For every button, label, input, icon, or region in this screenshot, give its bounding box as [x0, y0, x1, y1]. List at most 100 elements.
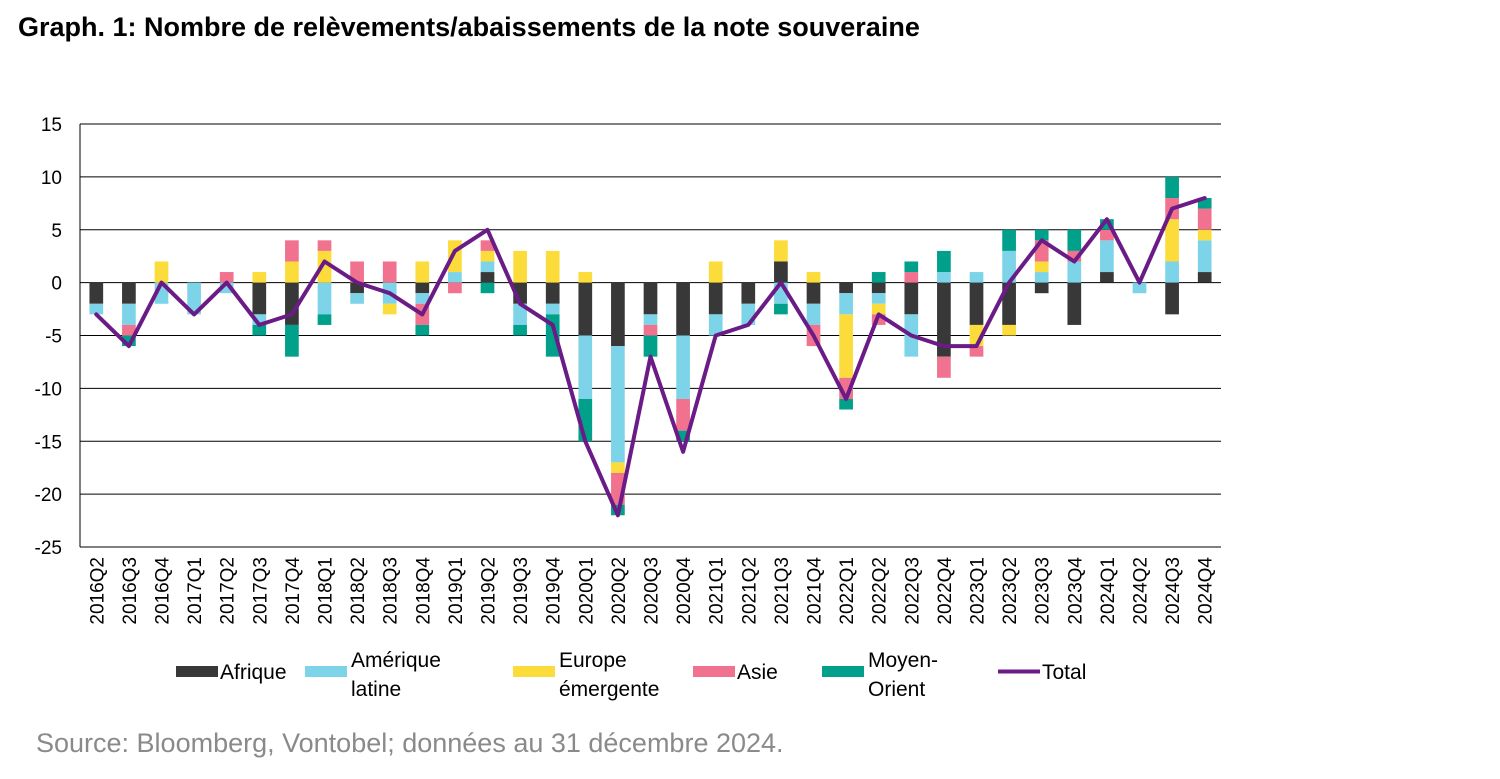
x-tick-label: 2024Q3: [1163, 557, 1184, 625]
x-tick-label: 2018Q1: [316, 557, 337, 625]
bar-moyen-orient-2019Q3: [513, 324, 527, 336]
bar-moyen-orient-2017Q4: [285, 324, 299, 357]
total-point-2019Q2: [486, 228, 489, 232]
x-tick-label: 2017Q1: [185, 557, 206, 625]
bar-afrique-2021Q4: [806, 282, 821, 304]
total-point-2022Q2: [877, 312, 881, 316]
bar-europe-mergente-2017Q4: [285, 261, 299, 283]
x-tick-label: 2020Q1: [576, 557, 597, 625]
bar-asie-2023Q1: [969, 346, 984, 357]
bar-moyen-orient-2023Q3: [1034, 229, 1049, 241]
bar-moyen-orient-2023Q4: [1067, 229, 1082, 251]
bar-afrique-2019Q2: [480, 272, 495, 283]
bar-europe-mergente-2024Q3: [1165, 219, 1179, 262]
bar-afrique-2020Q4: [676, 282, 690, 336]
bar-am-rique-latine-2024Q4: [1197, 240, 1212, 273]
bar-moyen-orient-2024Q1: [1100, 219, 1114, 230]
x-tick-label: 2023Q2: [1000, 557, 1021, 625]
bar-asie-2020Q4: [676, 398, 690, 431]
bar-afrique-2021Q2: [741, 282, 756, 304]
bar-am-rique-latine-2016Q2: [89, 303, 104, 315]
total-point-2017Q4: [290, 312, 294, 316]
total-point-2017Q2: [225, 281, 229, 285]
x-tick-label: 2019Q2: [479, 557, 500, 625]
bar-am-rique-latine-2019Q1: [448, 272, 462, 283]
bar-am-rique-latine-2023Q4: [1067, 261, 1082, 283]
total-point-2017Q1: [192, 312, 196, 316]
bar-am-rique-latine-2021Q4: [806, 303, 821, 325]
x-tick-label: 2019Q1: [446, 557, 467, 625]
x-tick-label: 2024Q4: [1196, 557, 1217, 625]
total-point-2023Q3: [1040, 238, 1044, 242]
bar-afrique-2024Q1: [1100, 272, 1114, 283]
bar-europe-mergente-2017Q3: [252, 272, 267, 283]
total-point-2016Q2: [94, 312, 98, 316]
x-tick-label: 2016Q2: [87, 557, 108, 625]
bar-am-rique-latine-2024Q1: [1100, 240, 1114, 273]
legend-asie-swatch: [693, 666, 735, 677]
bar-asie-2023Q4: [1067, 250, 1082, 262]
legend-am-rique-latine-label-2: latine: [351, 678, 401, 701]
bar-afrique-2022Q1: [839, 282, 853, 294]
bar-afrique-2016Q2: [89, 282, 104, 304]
legend-afrique-label: Afrique: [220, 661, 287, 684]
x-tick-label: 2018Q3: [381, 557, 402, 625]
bar-moyen-orient-2022Q2: [871, 272, 886, 283]
total-point-2024Q4: [1203, 196, 1207, 200]
x-tick-label: 2019Q4: [544, 557, 565, 625]
bar-afrique-2020Q2: [611, 282, 625, 347]
total-point-2022Q3: [909, 334, 913, 337]
bar-am-rique-latine-2017Q1: [187, 282, 201, 315]
bar-moyen-orient-2020Q4: [676, 430, 690, 442]
bar-am-rique-latine-2017Q3: [252, 314, 267, 325]
x-tick-label: 2020Q3: [642, 557, 663, 625]
source-note: Source: Bloomberg, Vontobel; données au …: [36, 728, 784, 758]
chart-title: Graph. 1: Nombre de relèvements/abaissem…: [18, 12, 920, 42]
bar-am-rique-latine-2020Q3: [643, 314, 658, 325]
total-point-2019Q1: [453, 249, 457, 253]
bar-afrique-2022Q4: [937, 282, 951, 357]
total-point-2024Q2: [1138, 281, 1141, 285]
bar-afrique-2023Q3: [1034, 282, 1049, 294]
legend-am-rique-latine-label-1: Amérique: [351, 649, 441, 672]
bar-asie-2024Q1: [1100, 229, 1114, 241]
x-tick-label: 2018Q2: [348, 557, 369, 625]
bar-am-rique-latine-2022Q4: [937, 272, 951, 283]
x-tick-label: 2024Q2: [1131, 557, 1152, 625]
total-point-2021Q1: [714, 334, 718, 337]
bar-europe-mergente-2022Q1: [839, 314, 853, 378]
bar-afrique-2023Q1: [969, 282, 984, 325]
bar-europe-mergente-2024Q4: [1197, 229, 1212, 241]
legend-europe-mergente-label-1: Europe: [559, 649, 627, 672]
x-tick-label: 2019Q3: [511, 557, 532, 625]
bar-europe-mergente-2018Q1: [317, 250, 332, 283]
x-tick-label: 2020Q4: [674, 557, 695, 625]
total-point-2024Q1: [1105, 217, 1109, 221]
legend-afrique-swatch: [176, 666, 218, 677]
bars: [89, 176, 1212, 516]
bar-europe-mergente-2019Q3: [513, 250, 527, 283]
bar-am-rique-latine-2020Q4: [676, 335, 690, 399]
x-tick-label: 2016Q4: [153, 557, 174, 625]
bar-afrique-2021Q3: [774, 261, 788, 283]
bar-afrique-2020Q1: [578, 282, 593, 336]
bar-am-rique-latine-2018Q1: [317, 282, 332, 315]
x-tick-label: 2020Q2: [609, 557, 630, 625]
bar-europe-mergente-2023Q2: [1002, 324, 1016, 336]
bar-asie-2017Q4: [285, 240, 299, 262]
x-tick-label: 2022Q2: [870, 557, 891, 625]
total-point-2016Q3: [127, 344, 131, 348]
y-tick-label: 5: [51, 221, 62, 242]
bar-europe-mergente-2016Q4: [154, 261, 169, 283]
total-point-2019Q4: [551, 323, 555, 327]
bar-europe-mergente-2018Q4: [415, 261, 430, 283]
bar-afrique-2018Q2: [350, 282, 364, 294]
bar-am-rique-latine-2022Q2: [871, 293, 886, 304]
bar-am-rique-latine-2017Q2: [219, 282, 234, 294]
bar-europe-mergente-2020Q2: [611, 462, 625, 473]
bar-europe-mergente-2021Q3: [774, 240, 788, 262]
bar-asie-2020Q3: [643, 324, 658, 336]
bar-moyen-orient-2019Q2: [480, 282, 495, 294]
bar-afrique-2017Q3: [252, 282, 267, 315]
